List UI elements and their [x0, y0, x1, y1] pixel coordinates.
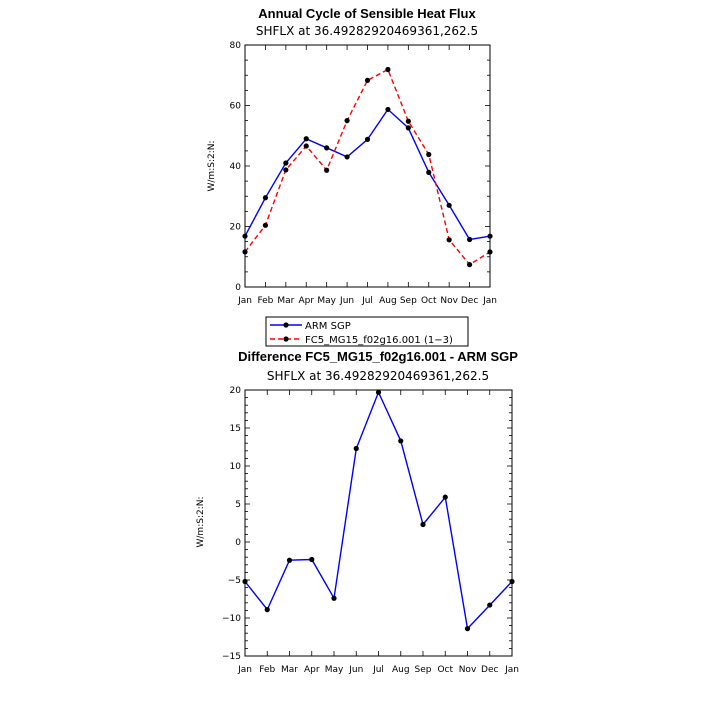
- bottom-series-point-0: [398, 438, 404, 444]
- top-series-point-1: [324, 167, 330, 173]
- top-series-point-1: [385, 66, 391, 73]
- bottom-series-line-0: [244, 390, 513, 631]
- bottom-plot-frame: [244, 389, 513, 657]
- top-series-point-0: [324, 145, 330, 151]
- top-xtick-label: Jan: [482, 296, 497, 306]
- top-series-point-1: [262, 222, 269, 228]
- top-xtick-label: Feb: [257, 296, 273, 306]
- top-series-point-0: [364, 136, 371, 142]
- bottom-xtick-label: Jan: [504, 665, 519, 675]
- bottom-series-point-0: [264, 607, 270, 613]
- top-series-line-1: [244, 68, 491, 266]
- bottom-xtick-label: Mar: [281, 665, 298, 675]
- bottom-xtick-label: Apr: [304, 665, 320, 675]
- top-ytick-label: 80: [230, 41, 242, 51]
- top-series-point-0: [426, 169, 432, 175]
- bottom-plot: −15 −10 −5 0 5 10 15 20 Jan Feb Mar Apr May Jun Jul Aug…: [222, 386, 519, 675]
- top-xtick-label: Oct: [421, 296, 437, 306]
- bottom-series-point-0: [286, 557, 293, 563]
- bottom-xtick-label: Jun: [348, 665, 363, 675]
- bottom-series-point-0: [464, 626, 471, 632]
- top-series-point-0: [344, 154, 350, 160]
- top-plot: 0 20 40 60 80 Jan Feb Mar Apr May Jun Jul Aug Sep Oct N…: [230, 41, 497, 306]
- bottom-series-point-0: [375, 389, 382, 395]
- top-series-point-1: [303, 143, 309, 149]
- bottom-ytick-label: 10: [230, 462, 242, 472]
- bottom-ytick-label: −15: [222, 652, 241, 662]
- bottom-xtick-label: Jan: [237, 665, 252, 675]
- bottom-chart-title: Difference FC5_MG15_f02g16.001 - ARM SGP: [238, 349, 518, 364]
- top-series-line-0: [244, 108, 491, 241]
- top-xtick-label: Apr: [298, 296, 314, 306]
- bottom-xtick-label: Nov: [459, 665, 477, 675]
- top-series-point-1: [364, 77, 371, 83]
- top-series-point-0: [283, 160, 289, 166]
- top-series-point-0: [487, 233, 493, 239]
- top-ytick-label: 0: [235, 283, 241, 293]
- top-series-point-0: [262, 195, 269, 201]
- bottom-xtick-label: Oct: [437, 665, 453, 675]
- legend-label-model: FC5_MG15_f02g16.001 (1−3): [305, 335, 453, 346]
- bottom-series-point-0: [309, 556, 315, 563]
- top-xtick-label: Dec: [461, 296, 478, 306]
- legend-box: [265, 316, 469, 347]
- top-xtick-label: May: [317, 296, 336, 306]
- legend-marker-arm: [283, 322, 289, 328]
- top-series-point-1: [242, 249, 248, 255]
- top-series-point-1: [405, 118, 411, 124]
- bottom-series-point-0: [420, 521, 426, 528]
- top-ytick-label: 20: [230, 223, 242, 233]
- top-series-point-1: [344, 118, 350, 124]
- bottom-ytick-label: −10: [222, 614, 241, 624]
- legend-marker-model: [283, 336, 289, 342]
- bottom-xtick-label: Dec: [481, 665, 498, 675]
- top-xtick-label: Jun: [339, 296, 354, 306]
- top-chart-ylabel: W/m:S:2:N:: [207, 141, 217, 192]
- top-xtick-label: Jan: [237, 296, 252, 306]
- bottom-ytick-label: 5: [235, 500, 241, 510]
- bottom-chart-ylabel: W/m:S:2:N:: [196, 497, 206, 548]
- bottom-chart-subtitle: SHFLX at 36.49282920469361,262.5: [267, 369, 489, 383]
- top-series-point-0: [446, 202, 452, 208]
- top-series-point-1: [426, 151, 432, 158]
- legend: ARM SGP FC5_MG15_f02g16.001 (1−3): [265, 316, 469, 347]
- top-xtick-label: Nov: [440, 296, 458, 306]
- bottom-xtick-label: Feb: [259, 665, 275, 675]
- top-chart-title: Annual Cycle of Sensible Heat Flux: [258, 6, 476, 21]
- top-xtick-label: Aug: [379, 296, 397, 306]
- bottom-xtick-label: Aug: [392, 665, 410, 675]
- bottom-xtick-label: Jul: [372, 665, 384, 675]
- bottom-xtick-label: May: [325, 665, 344, 675]
- bottom-series-point-0: [353, 445, 359, 452]
- top-series-point-0: [466, 236, 473, 243]
- top-series-point-0: [303, 136, 309, 142]
- top-xtick-label: Mar: [277, 296, 294, 306]
- top-series-point-1: [466, 262, 473, 268]
- bottom-ytick-label: 15: [230, 424, 241, 434]
- top-ytick-label: 40: [230, 162, 242, 172]
- top-series-point-1: [487, 249, 493, 255]
- top-series-point-1: [283, 167, 289, 173]
- top-series-point-0: [242, 233, 248, 239]
- bottom-ytick-label: 0: [235, 538, 241, 548]
- top-series-point-0: [405, 125, 411, 131]
- bottom-series-point-0: [487, 602, 493, 608]
- bottom-series-point-0: [509, 578, 515, 585]
- bottom-ytick-label: −5: [228, 576, 241, 586]
- legend-label-arm: ARM SGP: [305, 321, 351, 332]
- top-series-point-0: [385, 106, 391, 113]
- top-ytick-label: 60: [230, 102, 242, 112]
- bottom-series-point-0: [242, 578, 248, 585]
- bottom-ytick-label: 20: [230, 386, 242, 396]
- bottom-xtick-label: Sep: [415, 665, 432, 675]
- top-xtick-label: Jul: [361, 296, 373, 306]
- top-xtick-label: Sep: [400, 296, 417, 306]
- top-chart-subtitle: SHFLX at 36.49282920469361,262.5: [256, 24, 478, 38]
- top-series-point-1: [446, 237, 452, 243]
- bottom-series-point-0: [331, 595, 337, 601]
- bottom-series-point-0: [442, 494, 448, 500]
